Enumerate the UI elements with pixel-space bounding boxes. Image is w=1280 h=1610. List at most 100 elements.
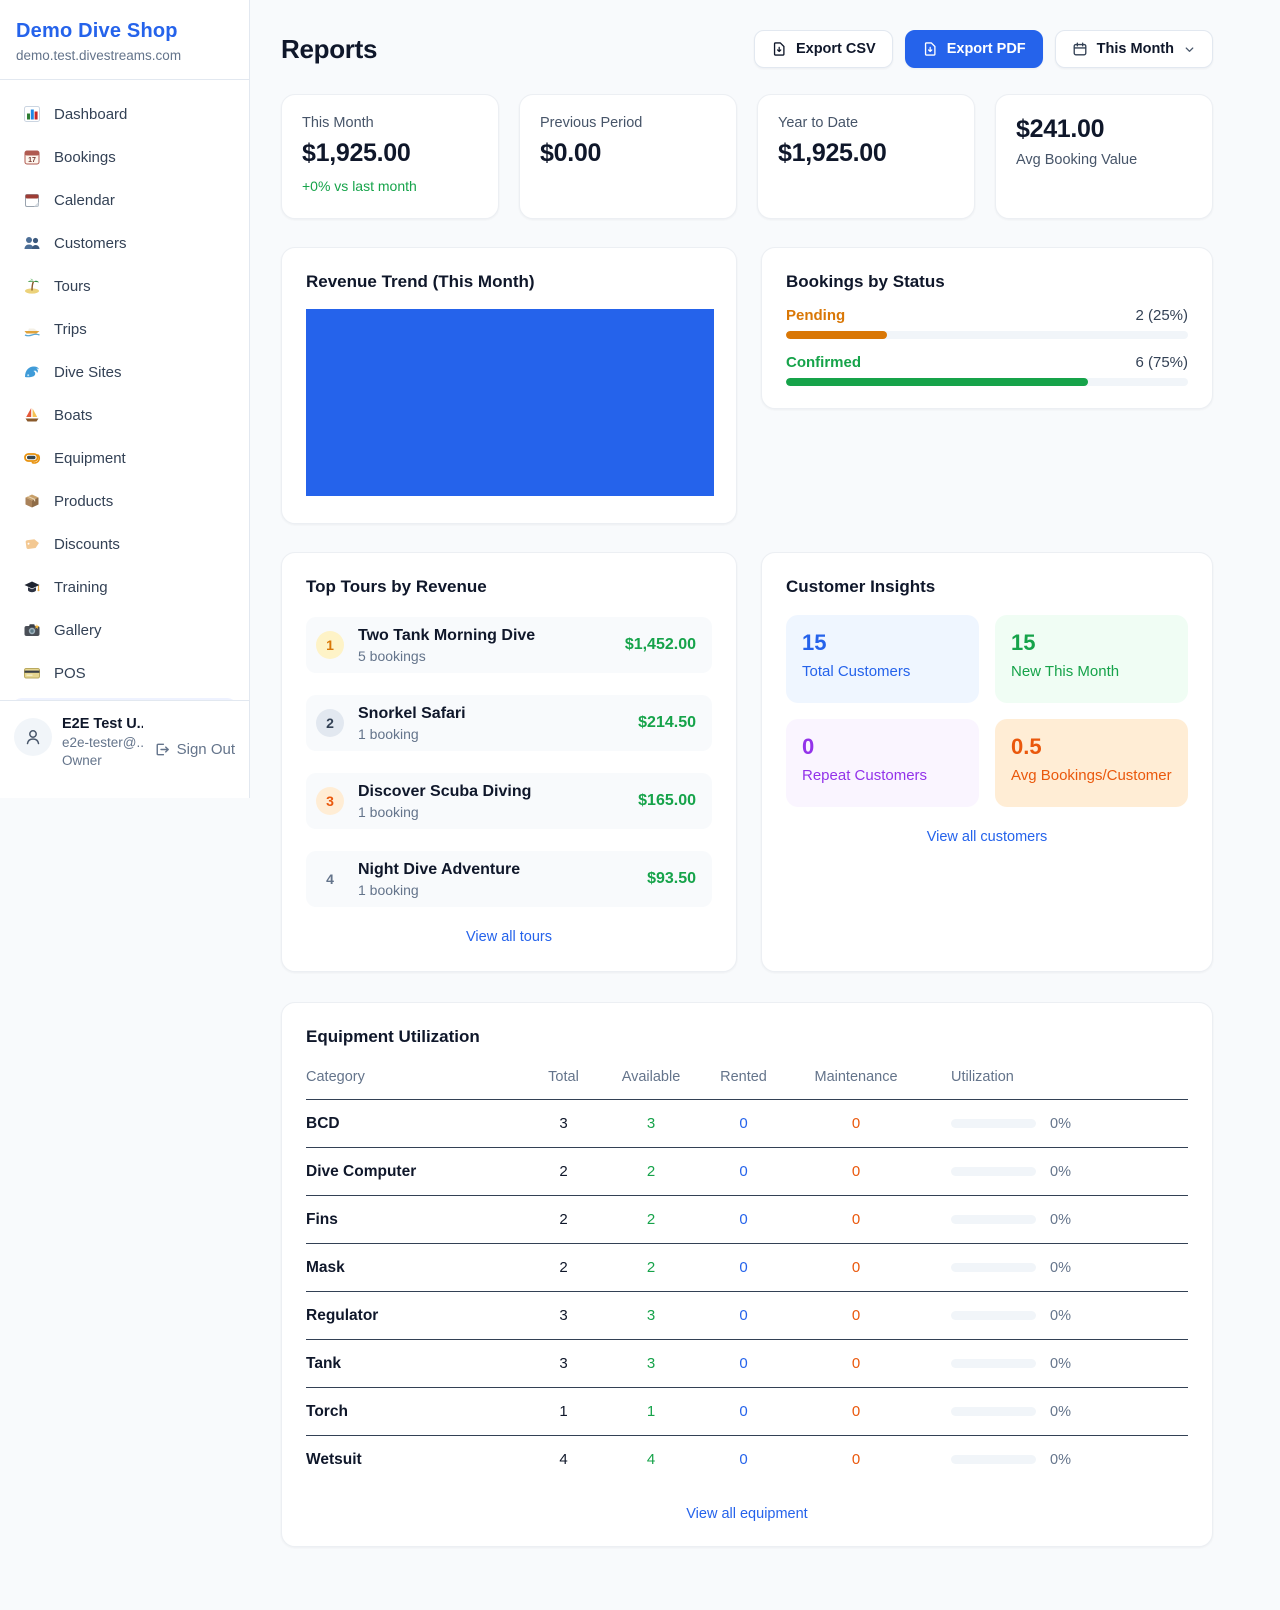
- customer-insights-card: Customer Insights 15 Total Customers 15 …: [761, 552, 1213, 972]
- sidebar-item-label: Discounts: [54, 535, 120, 553]
- sidebar-item-discounts[interactable]: Discounts: [12, 526, 237, 562]
- utilization-bar: [951, 1359, 1036, 1368]
- table-row: BCD 3 3 0 0 0%: [306, 1100, 1188, 1148]
- period-label: This Month: [1096, 41, 1174, 57]
- sidebar-item-products[interactable]: Products: [12, 483, 237, 519]
- equipment-utilization-title: Equipment Utilization: [306, 1027, 480, 1046]
- revenue-trend-title: Revenue Trend (This Month): [306, 272, 535, 291]
- cell-category: Regulator: [306, 1306, 379, 1324]
- cell-total: 4: [559, 1451, 568, 1469]
- cell-maintenance: 0: [851, 1451, 861, 1469]
- utilization-pct: 0%: [1050, 1307, 1071, 1324]
- cell-category: Torch: [306, 1402, 348, 1420]
- sidebar-item-pos[interactable]: POS: [12, 655, 237, 691]
- sidebar-item-training[interactable]: Training: [12, 569, 237, 605]
- tour-amount: $214.50: [638, 714, 696, 731]
- tour-name: Night Dive Adventure: [358, 860, 521, 878]
- revenue-trend-card: Revenue Trend (This Month): [281, 247, 737, 524]
- tour-amount: $93.50: [647, 870, 696, 887]
- file-download-icon: [773, 42, 785, 56]
- tour-bookings: 1 booking: [358, 725, 419, 742]
- utilization-pct: 0%: [1050, 1163, 1071, 1180]
- sidebar-item-bookings[interactable]: 17 Bookings: [12, 139, 237, 175]
- sidebar-item-customers[interactable]: Customers: [12, 225, 237, 261]
- utilization-pct: 0%: [1050, 1451, 1071, 1468]
- sidebar-item-boats[interactable]: Boats: [12, 397, 237, 433]
- period-dropdown[interactable]: This Month: [1054, 30, 1213, 68]
- view-all-equipment-link[interactable]: View all equipment: [686, 1505, 808, 1522]
- speedboat-icon: [22, 320, 41, 339]
- cell-total: 2: [559, 1211, 568, 1228]
- status-row-confirmed: Confirmed 6 (75%): [786, 354, 1188, 386]
- insight-tile-total-customers: 15 Total Customers: [786, 615, 979, 703]
- insight-label: New This Month: [1011, 663, 1120, 680]
- shop-title: Demo Dive Shop: [16, 20, 178, 42]
- sidebar-item-label: Dashboard: [54, 105, 128, 123]
- cell-category: Fins: [306, 1210, 338, 1228]
- sidebar-item-label: Bookings: [54, 148, 116, 166]
- view-all-tours-link[interactable]: View all tours: [466, 929, 552, 945]
- customer-insights-title: Customer Insights: [786, 577, 936, 596]
- utilization-bar: [951, 1407, 1036, 1416]
- insight-value: 0: [802, 734, 815, 759]
- sidebar-item-label: Trips: [54, 320, 87, 338]
- main-content: Reports Export CSV Export PDF This Month: [250, 0, 1280, 1610]
- stat-value: $1,925.00: [778, 139, 887, 167]
- utilization-pct: 0%: [1050, 1355, 1071, 1372]
- utilization-bar: [951, 1215, 1036, 1224]
- insight-label: Total Customers: [802, 663, 911, 680]
- column-header-utilization: Utilization: [951, 1069, 1014, 1085]
- sidebar-item-label: Training: [54, 578, 108, 596]
- cell-total: 2: [559, 1259, 568, 1276]
- cell-maintenance: 0: [851, 1307, 861, 1324]
- rank-badge: 1: [316, 631, 344, 659]
- diving-mask-icon: [22, 449, 41, 468]
- insight-value: 15: [802, 630, 827, 655]
- export-csv-button[interactable]: Export CSV: [753, 30, 893, 68]
- sidebar-item-label: Dive Sites: [54, 363, 122, 381]
- user-name: E2E Test U...: [62, 716, 143, 732]
- stat-value: $241.00: [1016, 115, 1105, 143]
- sidebar-item-equipment[interactable]: Equipment: [12, 440, 237, 476]
- stat-label: Avg Booking Value: [1016, 152, 1138, 168]
- stat-value: $1,925.00: [302, 139, 411, 167]
- sidebar-item-calendar[interactable]: Calendar: [12, 182, 237, 218]
- sidebar-item-label: Boats: [54, 406, 93, 424]
- insight-tile-repeat-customers: 0 Repeat Customers: [786, 719, 979, 807]
- camera-icon: [22, 621, 41, 640]
- sidebar-item-dive-sites[interactable]: Dive Sites: [12, 354, 237, 390]
- cell-available: 2: [646, 1259, 656, 1276]
- sidebar-item-dashboard[interactable]: Dashboard: [12, 96, 237, 132]
- top-tours-card: Top Tours by Revenue 1 Two Tank Morning …: [281, 552, 737, 972]
- user-icon: [26, 730, 40, 745]
- sidebar-item-trips[interactable]: Trips: [12, 311, 237, 347]
- table-row: Fins 2 2 0 0 0%: [306, 1196, 1188, 1244]
- sidebar-header: Demo Dive Shop demo.test.divestreams.com: [0, 0, 249, 80]
- sidebar-item-gallery[interactable]: Gallery: [12, 612, 237, 648]
- view-all-customers-link[interactable]: View all customers: [926, 829, 1048, 845]
- tour-name: Snorkel Safari: [358, 704, 466, 722]
- tour-row: 1 Two Tank Morning Dive 5 bookings $1,45…: [306, 617, 712, 673]
- cell-rented: 0: [739, 1307, 748, 1324]
- user-role: Owner: [62, 753, 102, 768]
- sign-out-button[interactable]: Sign Out: [153, 741, 235, 758]
- revenue-trend-chart: [306, 309, 714, 496]
- status-progress-track: [786, 378, 1188, 386]
- cell-rented: 0: [739, 1163, 748, 1180]
- cell-available: 3: [646, 1355, 656, 1372]
- utilization-bar: [951, 1119, 1036, 1128]
- cell-rented: 0: [739, 1451, 748, 1469]
- stat-card-previous-period: Previous Period $0.00: [519, 94, 737, 219]
- cell-rented: 0: [739, 1115, 748, 1132]
- table-header-row: Category Total Available Rented Maintena…: [306, 1061, 1188, 1100]
- rank-badge: 4: [326, 871, 334, 887]
- column-header-rented: Rented: [720, 1069, 767, 1085]
- export-pdf-button[interactable]: Export PDF: [904, 30, 1043, 68]
- tour-row: 3 Discover Scuba Diving 1 booking $165.0…: [306, 773, 712, 829]
- sidebar-item-tours[interactable]: Tours: [12, 268, 237, 304]
- people-icon: [22, 234, 41, 253]
- utilization-pct: 0%: [1050, 1259, 1071, 1276]
- bar-chart-icon: [22, 105, 41, 124]
- utilization-pct: 0%: [1050, 1115, 1071, 1132]
- status-value: 2 (25%): [1135, 307, 1188, 324]
